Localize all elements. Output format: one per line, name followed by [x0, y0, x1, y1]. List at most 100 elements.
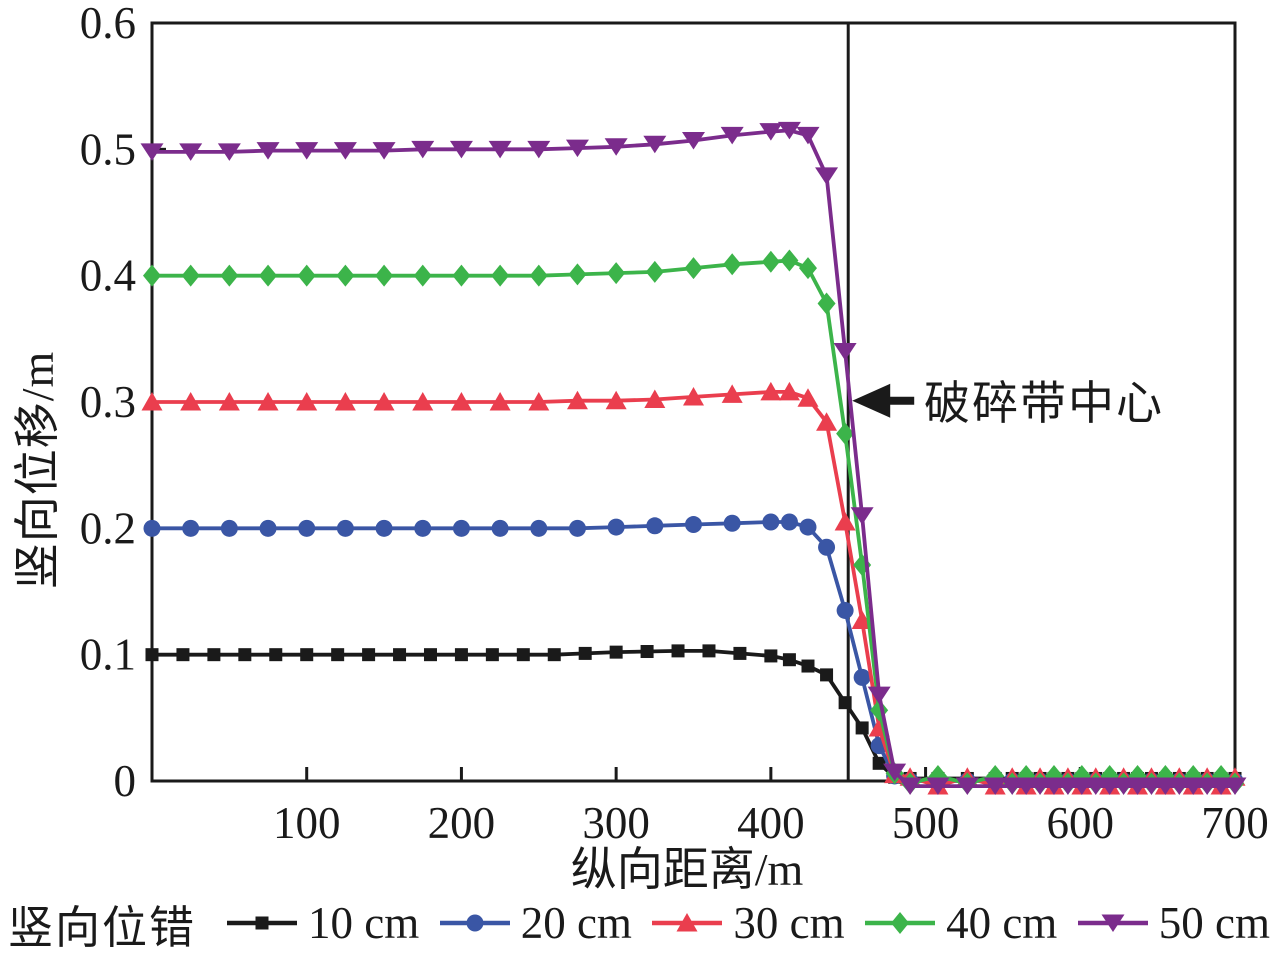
triangle-down-marker-icon [372, 142, 396, 160]
y-tick-label: 0.1 [80, 630, 136, 680]
circle-marker-icon [220, 519, 238, 537]
square-marker-icon [801, 659, 815, 673]
triangle-down-marker-icon [488, 140, 512, 159]
diamond-marker-icon [891, 912, 910, 934]
diamond-marker-icon [684, 257, 703, 280]
y-tick-label: 0.4 [80, 251, 136, 301]
square-marker-icon [855, 721, 869, 735]
x-tick-label: 400 [737, 798, 805, 848]
diamond-marker-icon [375, 264, 394, 287]
diamond-marker-icon [181, 264, 200, 287]
legend-label: 10 cm [308, 898, 420, 948]
square-marker-icon [269, 648, 283, 662]
legend-sample-svg [1077, 914, 1148, 932]
triangle-down-marker-icon [565, 139, 589, 158]
diamond-marker-icon [568, 263, 587, 286]
circle-marker-icon [646, 517, 664, 535]
legend-items: 10 cm 20 cm 30 cm 40 cm 50 cm [226, 897, 1270, 949]
triangle-up-marker-icon [257, 392, 279, 411]
triangle-down-marker-icon [898, 777, 922, 796]
square-marker-icon [207, 648, 221, 662]
diamond-marker-icon [798, 257, 817, 280]
triangle-up-marker-icon [816, 412, 838, 431]
legend-title: 竖向位错 [8, 902, 197, 953]
x-tick-label: 700 [1201, 798, 1269, 848]
line-triangle-down-marker-icon [1077, 910, 1149, 936]
square-marker-icon [454, 648, 468, 662]
triangle-down-marker-icon [1223, 777, 1247, 796]
triangle-down-marker-icon [682, 131, 705, 150]
legend-item-40cm: 40 cm [864, 897, 1057, 949]
y-tick-label: 0.6 [80, 0, 136, 48]
circle-marker-icon [762, 513, 780, 531]
circle-marker-icon [780, 513, 798, 531]
circle-marker-icon [818, 538, 836, 556]
square-marker-icon [423, 648, 437, 662]
square-marker-icon [516, 648, 530, 662]
circle-marker-icon [414, 519, 432, 537]
diamond-marker-icon [836, 422, 855, 445]
square-marker-icon [872, 756, 886, 770]
x-tick-label: 100 [273, 798, 341, 848]
annotation-arrow-icon [852, 383, 915, 418]
diamond-marker-icon [297, 264, 316, 287]
square-marker-icon [733, 646, 747, 660]
triangle-up-marker-icon [760, 381, 782, 401]
triangle-down-marker-icon [140, 143, 164, 161]
x-tick-label: 600 [1047, 798, 1115, 848]
legend-sample-svg [865, 912, 936, 934]
circle-marker-icon [143, 519, 161, 537]
triangle-up-marker-icon [797, 388, 819, 407]
line-triangle-up-marker-icon [651, 910, 723, 936]
circle-marker-icon [298, 519, 316, 537]
diamond-marker-icon [607, 262, 626, 285]
line-circle-marker-icon [439, 910, 511, 936]
x-axis-title: 纵向距离/m [570, 844, 804, 895]
legend-item-50cm: 50 cm [1077, 897, 1270, 949]
triangle-down-marker-icon [295, 142, 319, 160]
triangle-down-marker-icon [411, 140, 435, 159]
x-tick-label: 300 [582, 798, 650, 848]
circle-marker-icon [685, 516, 702, 534]
triangle-up-marker-icon [141, 392, 163, 411]
diamond-marker-icon [817, 292, 836, 315]
legend-item-10cm: 10 cm [226, 897, 419, 949]
series-line [150, 649, 1237, 781]
triangle-up-marker-icon [334, 392, 356, 411]
square-marker-icon [255, 916, 269, 930]
square-marker-icon [640, 645, 654, 659]
diamond-marker-icon [645, 260, 664, 283]
diamond-marker-icon [220, 264, 239, 287]
triangle-down-marker-icon [179, 143, 203, 161]
circle-marker-icon [853, 668, 871, 686]
triangle-down-marker-icon [1101, 914, 1125, 932]
diamond-marker-icon [259, 264, 278, 287]
y-tick-label: 0.3 [80, 377, 136, 427]
triangle-down-marker-icon [256, 142, 280, 160]
diamond-marker-icon [143, 264, 161, 287]
square-marker-icon [782, 653, 796, 667]
square-marker-icon [578, 646, 592, 660]
legend: 竖向位错 10 cm 20 cm 30 cm 40 cm 50 cm [8, 896, 1270, 953]
triangle-down-marker-icon [815, 167, 839, 185]
legend-label: 40 cm [946, 898, 1058, 948]
triangle-down-marker-icon [643, 135, 667, 154]
square-marker-icon [331, 648, 345, 662]
series-30cm [141, 381, 1246, 795]
triangle-up-marker-icon [834, 512, 856, 531]
triangle-up-marker-icon [373, 392, 395, 411]
circle-marker-icon [836, 601, 854, 619]
diamond-marker-icon [761, 250, 780, 273]
square-marker-icon [393, 648, 407, 662]
x-tick-label: 500 [892, 798, 960, 848]
triangle-up-marker-icon [566, 390, 588, 410]
circle-marker-icon [259, 519, 277, 537]
triangle-up-marker-icon [528, 392, 550, 411]
square-marker-icon [485, 648, 499, 662]
y-tick-label: 0.2 [80, 503, 136, 553]
circle-marker-icon [375, 519, 393, 537]
diamond-marker-icon [336, 264, 355, 287]
x-tick-label: 200 [428, 798, 496, 848]
triangle-down-marker-icon [833, 342, 857, 361]
